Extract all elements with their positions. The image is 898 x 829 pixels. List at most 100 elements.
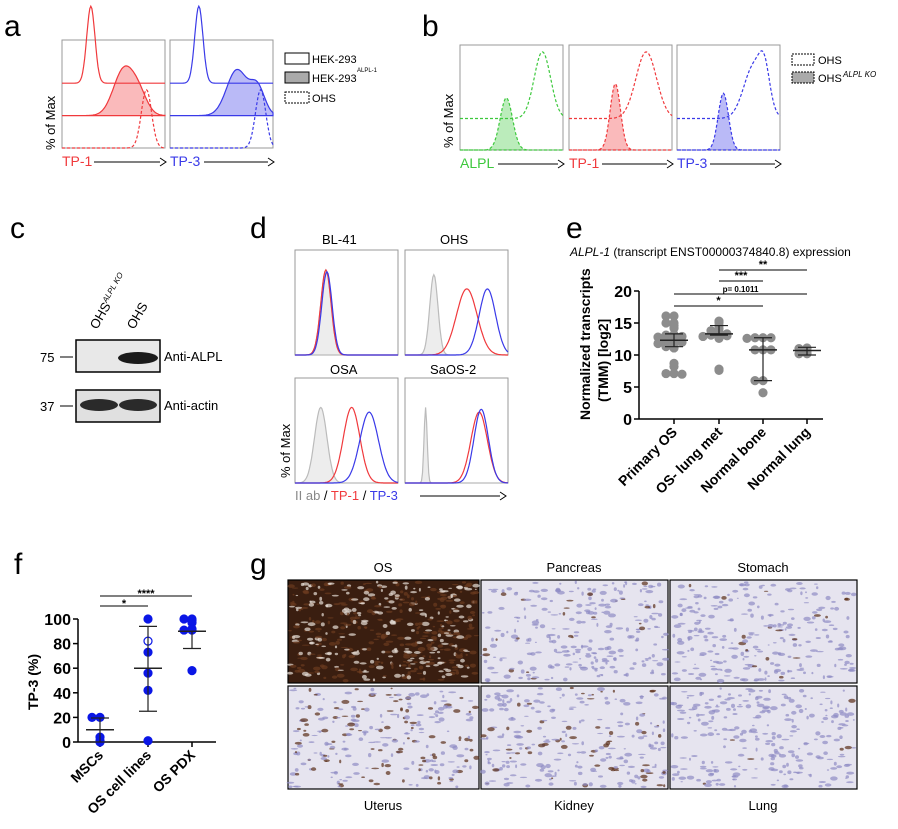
cell xyxy=(509,760,517,763)
cell xyxy=(767,613,774,617)
cell xyxy=(480,738,488,740)
cell xyxy=(580,719,585,722)
cell xyxy=(439,690,444,693)
cell xyxy=(319,588,325,591)
cell xyxy=(597,687,605,692)
cell xyxy=(752,645,759,649)
cell xyxy=(825,634,830,639)
cell xyxy=(763,590,769,592)
cell xyxy=(672,773,680,776)
panel-label-e: e xyxy=(566,212,583,245)
cell xyxy=(564,666,570,668)
cell xyxy=(453,709,461,713)
cell xyxy=(561,730,566,734)
cell xyxy=(745,704,752,709)
cell xyxy=(415,612,421,614)
cell xyxy=(579,658,582,660)
cell xyxy=(568,708,574,710)
cell xyxy=(704,702,709,705)
cell xyxy=(846,616,850,620)
cell xyxy=(456,635,465,639)
cell xyxy=(429,776,433,780)
cell xyxy=(774,602,779,606)
cell xyxy=(791,617,795,620)
cell xyxy=(719,638,728,641)
cell xyxy=(704,638,709,642)
tissue-label: Lung xyxy=(749,798,778,813)
cell xyxy=(755,735,758,738)
cell xyxy=(341,747,349,751)
cell xyxy=(344,691,353,695)
cell xyxy=(783,784,788,787)
cell xyxy=(417,720,421,725)
cell xyxy=(834,663,837,668)
cell xyxy=(449,671,453,674)
cell xyxy=(803,602,810,604)
cell xyxy=(404,585,408,590)
cell xyxy=(394,673,402,678)
cell xyxy=(805,640,811,643)
cell xyxy=(658,697,665,700)
cell xyxy=(680,736,688,739)
cell xyxy=(430,641,435,644)
cell xyxy=(642,735,648,737)
cell xyxy=(780,671,786,676)
cell xyxy=(368,665,375,669)
cell xyxy=(506,630,509,634)
cell xyxy=(350,619,354,623)
cell xyxy=(741,634,746,639)
cell xyxy=(770,783,776,786)
cell xyxy=(679,612,683,617)
cell xyxy=(600,758,607,762)
cell xyxy=(844,745,852,750)
cell xyxy=(380,635,386,640)
cell xyxy=(413,651,421,654)
y-tick-label: 0 xyxy=(623,412,632,429)
cell xyxy=(601,598,604,602)
histogram-tp3 xyxy=(676,44,781,151)
cell xyxy=(845,777,848,779)
cell xyxy=(363,678,371,681)
cell xyxy=(480,734,487,738)
cell xyxy=(734,726,740,730)
cell xyxy=(331,630,336,634)
cell xyxy=(391,665,394,669)
cell xyxy=(410,670,417,673)
cell xyxy=(414,622,419,626)
cell xyxy=(357,625,362,630)
histogram-curve xyxy=(569,82,672,151)
cell xyxy=(447,595,451,599)
cell xyxy=(472,591,480,595)
cell xyxy=(545,763,551,769)
cell xyxy=(729,739,736,741)
cell xyxy=(434,769,437,774)
cell xyxy=(727,593,730,597)
cell xyxy=(458,739,462,741)
cell xyxy=(352,762,359,767)
cell xyxy=(641,730,647,735)
cell xyxy=(418,622,423,626)
cell xyxy=(369,692,377,695)
cell xyxy=(503,674,511,679)
cell xyxy=(361,674,367,679)
cell xyxy=(700,614,706,617)
significance-label: * xyxy=(716,295,721,307)
cell xyxy=(705,780,712,784)
cell xyxy=(390,687,393,690)
cell xyxy=(686,694,695,697)
cell xyxy=(767,593,772,596)
cell xyxy=(340,622,348,624)
cell xyxy=(818,784,823,788)
cell xyxy=(711,715,715,720)
cell xyxy=(850,592,857,597)
cell xyxy=(354,723,359,728)
cell xyxy=(399,664,402,667)
cell xyxy=(405,709,410,713)
cell xyxy=(389,696,394,699)
cell xyxy=(544,773,552,778)
cell xyxy=(755,747,758,752)
cell xyxy=(613,766,618,769)
cell xyxy=(364,582,373,585)
cell xyxy=(530,604,538,607)
cell xyxy=(635,716,639,721)
